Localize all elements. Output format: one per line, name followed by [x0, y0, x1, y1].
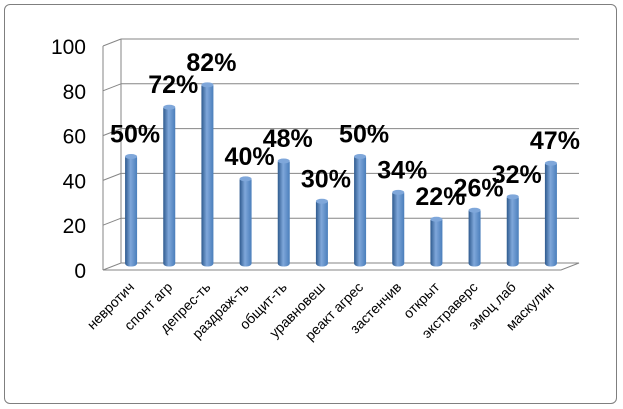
bar-cap	[315, 198, 328, 204]
gridline-diagonal	[102, 217, 122, 226]
bar-body	[468, 208, 481, 267]
bar-cap	[239, 176, 252, 182]
bar-cap	[201, 82, 214, 88]
bar-body	[315, 199, 328, 267]
bar-cap	[163, 104, 176, 110]
bar-body	[544, 161, 557, 267]
data-label: 48%	[263, 125, 313, 153]
data-label: 22%	[415, 183, 465, 211]
y-tick-label: 0	[74, 260, 86, 283]
bar	[125, 154, 138, 267]
bar-body	[506, 194, 519, 267]
bar-cap	[544, 160, 557, 166]
bar	[315, 198, 328, 267]
bar-cap	[506, 194, 519, 200]
data-label: 50%	[339, 121, 389, 149]
data-labels: 50% 72%82% 40%48% 30% 50% 34%22%26%32% 47%	[110, 49, 580, 211]
y-tick-label: 40	[63, 170, 86, 193]
bar-body	[277, 158, 290, 267]
chart-floor	[102, 262, 580, 271]
y-tick-label: 80	[63, 81, 86, 104]
data-label: 72%	[148, 71, 198, 99]
gridlines	[102, 38, 580, 271]
bar-body	[201, 82, 214, 267]
bar	[544, 160, 557, 267]
bar-body	[354, 154, 367, 267]
data-label: 32%	[492, 161, 542, 189]
data-label: 47%	[530, 127, 580, 155]
data-label: 26%	[454, 174, 504, 202]
data-label: 82%	[186, 49, 236, 77]
bar	[430, 216, 443, 267]
y-axis-ticks: 0 20 40 60 80 100	[51, 36, 86, 283]
bar-body	[239, 176, 252, 267]
bar	[468, 207, 481, 267]
gridline-diagonal	[102, 128, 122, 137]
data-label: 50%	[110, 121, 160, 149]
bar-body	[125, 154, 138, 267]
bar-body	[163, 105, 176, 267]
bar-cap	[430, 216, 443, 222]
bar	[506, 194, 519, 267]
y-tick-label: 100	[51, 36, 86, 59]
data-label: 34%	[377, 156, 427, 184]
bar	[239, 176, 252, 267]
bars	[125, 82, 557, 267]
bar	[163, 104, 176, 267]
data-label: 30%	[301, 165, 351, 193]
bar	[201, 82, 214, 267]
bar-body	[430, 217, 443, 267]
bar-cap	[468, 207, 481, 213]
y-tick-label: 20	[63, 215, 86, 238]
y-tick-label: 60	[63, 126, 86, 149]
gridline-diagonal	[102, 38, 122, 47]
data-label: 40%	[225, 143, 275, 171]
bar-cap	[392, 189, 405, 195]
gridline-diagonal	[102, 172, 122, 181]
bar-cap	[277, 158, 290, 164]
bar	[392, 189, 405, 267]
gridline-diagonal	[102, 83, 122, 92]
bar-cap	[354, 154, 367, 159]
bar-cap	[125, 154, 138, 159]
bar	[354, 154, 367, 267]
bar-body	[392, 190, 405, 267]
bar	[277, 158, 290, 267]
